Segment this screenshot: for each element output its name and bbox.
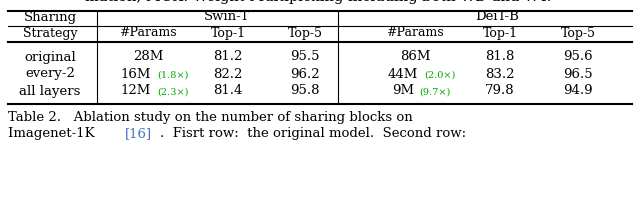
Text: 96.2: 96.2 — [290, 67, 320, 80]
Text: Imagenet-1K: Imagenet-1K — [8, 128, 99, 141]
Text: 95.5: 95.5 — [291, 51, 320, 63]
Text: 81.2: 81.2 — [213, 51, 243, 63]
Text: [16]: [16] — [125, 128, 152, 141]
Text: 83.2: 83.2 — [485, 67, 515, 80]
Text: 95.6: 95.6 — [563, 51, 593, 63]
Text: (2.0×): (2.0×) — [424, 70, 456, 80]
Text: original: original — [24, 51, 76, 63]
Text: every-2: every-2 — [25, 67, 75, 80]
Text: Top-1: Top-1 — [483, 27, 518, 40]
Text: Top-1: Top-1 — [211, 27, 246, 40]
Text: DeiT-B: DeiT-B — [476, 11, 520, 23]
Text: #Params: #Params — [119, 27, 177, 40]
Text: 28M: 28M — [133, 51, 163, 63]
Text: 94.9: 94.9 — [563, 84, 593, 97]
Text: (1.8×): (1.8×) — [157, 70, 189, 80]
Text: 79.8: 79.8 — [485, 84, 515, 97]
Text: Swin-T: Swin-T — [204, 11, 250, 23]
Text: 81.8: 81.8 — [485, 51, 515, 63]
Text: 12M: 12M — [121, 84, 151, 97]
Text: (9.7×): (9.7×) — [419, 88, 451, 97]
Text: 81.4: 81.4 — [213, 84, 243, 97]
Text: Top-5: Top-5 — [287, 27, 323, 40]
Text: 86M: 86M — [400, 51, 430, 63]
Text: Top-5: Top-5 — [561, 27, 595, 40]
Text: 44M: 44M — [388, 67, 418, 80]
Text: Sharing: Sharing — [24, 11, 77, 23]
Text: 82.2: 82.2 — [213, 67, 243, 80]
Text: Strategy: Strategy — [22, 27, 77, 40]
Text: 9M: 9M — [392, 84, 414, 97]
Text: 96.5: 96.5 — [563, 67, 593, 80]
Text: (2.3×): (2.3×) — [157, 88, 189, 97]
Text: .  Fisrt row:  the original model.  Second row:: . Fisrt row: the original model. Second … — [160, 128, 467, 141]
Text: Table 2.   Ablation study on the number of sharing blocks on: Table 2. Ablation study on the number of… — [8, 110, 413, 124]
Text: mation, MUX: Weight Multiplexing including both WD and WT.: mation, MUX: Weight Multiplexing includi… — [85, 0, 551, 4]
Text: 16M: 16M — [121, 67, 151, 80]
Text: all layers: all layers — [19, 84, 81, 97]
Text: #Params: #Params — [386, 27, 444, 40]
Text: 95.8: 95.8 — [291, 84, 320, 97]
